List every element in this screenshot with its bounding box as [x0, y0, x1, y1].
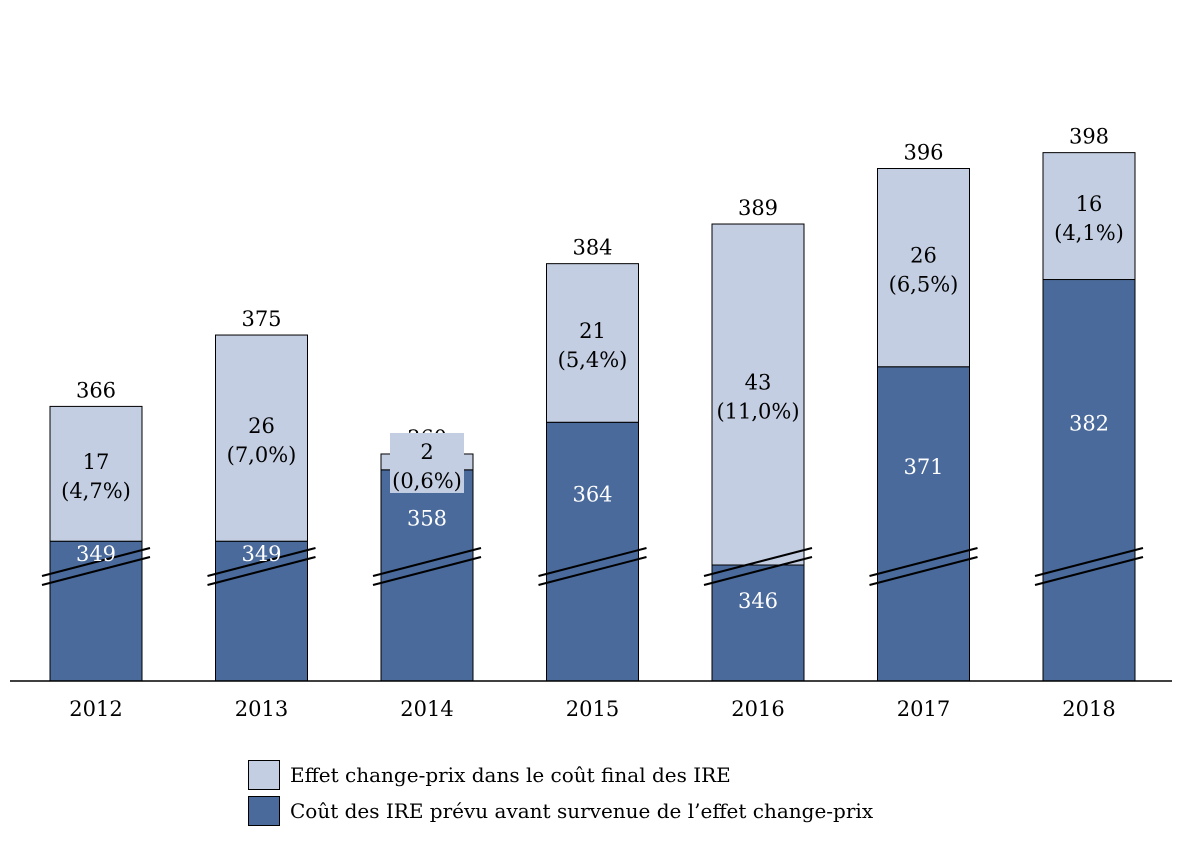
- bar-base-2016: [711, 564, 805, 682]
- base-value-label-2016: 346: [738, 589, 778, 613]
- bar-effet-2016: [711, 223, 805, 566]
- x-tick-label-2015: 2015: [566, 697, 619, 721]
- total-label-2018: 398: [1069, 125, 1109, 149]
- effet-pct-label-2015: (5,4%): [558, 348, 628, 372]
- effet-value-label-2013: 26: [248, 414, 275, 438]
- legend-label-cout: Coût des IRE prévu avant survenue de l’e…: [290, 799, 874, 823]
- effet-value-label-2017: 26: [910, 244, 937, 268]
- legend-item-cout: Coût des IRE prévu avant survenue de l’e…: [248, 796, 873, 826]
- x-tick-label-2016: 2016: [731, 697, 784, 721]
- axis-break-2012: [41, 547, 151, 586]
- effet-pct-label-2013: (7,0%): [227, 443, 297, 467]
- total-label-2015: 384: [572, 236, 612, 260]
- bar-base-2013: [215, 540, 308, 682]
- axis-break-2014: [372, 547, 482, 586]
- effet-pct-label-2018: (4,1%): [1054, 221, 1124, 245]
- stacked-bar-chart: 36617(4,7%)349201237526(7,0%)34920133602…: [10, 125, 1172, 721]
- base-value-label-2014: 358: [407, 506, 447, 530]
- x-tick-label-2012: 2012: [69, 697, 122, 721]
- labels-layer: 36617(4,7%)349201237526(7,0%)34920133602…: [61, 125, 1124, 721]
- axis-break-2015: [538, 547, 647, 586]
- effet-pct-label-2012: (4,7%): [61, 479, 131, 503]
- bar-effet-2015: [546, 263, 639, 423]
- total-label-2017: 396: [903, 141, 943, 165]
- bar-base-2012: [49, 540, 143, 682]
- legend-label-effet: Effet change-prix dans le coût final des…: [290, 763, 731, 787]
- total-label-2016: 389: [738, 196, 778, 220]
- axis-break-2013: [207, 547, 316, 586]
- effet-pct-label-2017: (6,5%): [889, 273, 959, 297]
- total-label-2012: 366: [76, 378, 116, 402]
- bar-base-2015: [546, 421, 639, 682]
- bar-effet-2013: [215, 334, 308, 542]
- base-value-label-2015: 364: [572, 483, 612, 507]
- bars-layer: [41, 152, 1144, 682]
- effet-pct-label-2014: (0,6%): [392, 469, 462, 493]
- legend-item-effet: Effet change-prix dans le coût final des…: [248, 760, 873, 790]
- x-tick-label-2017: 2017: [897, 697, 950, 721]
- legend-swatch-effet: [248, 760, 280, 790]
- bar-effet-2018: [1042, 152, 1136, 281]
- effet-value-label-2015: 21: [579, 319, 606, 343]
- bar-base-2018: [1042, 279, 1136, 682]
- x-tick-label-2014: 2014: [400, 697, 453, 721]
- effet-value-label-2018: 16: [1076, 192, 1103, 216]
- axis-break-2016: [703, 547, 813, 586]
- base-value-label-2013: 349: [241, 542, 281, 566]
- base-value-label-2012: 349: [76, 542, 116, 566]
- total-label-2013: 375: [241, 307, 281, 331]
- effet-label-bg-2014: [390, 432, 464, 493]
- bar-base-2014: [380, 469, 474, 682]
- legend-swatch-cout: [248, 796, 280, 826]
- legend: Effet change-prix dans le coût final des…: [248, 760, 873, 832]
- axis-break-2018: [1034, 547, 1144, 586]
- base-value-label-2017: 371: [903, 455, 943, 479]
- axis-break-2017: [869, 547, 978, 586]
- bar-effet-2017: [877, 168, 970, 368]
- effet-value-label-2016: 43: [745, 371, 772, 395]
- bar-base-2017: [877, 366, 970, 682]
- bar-effet-2012: [49, 405, 143, 542]
- base-value-label-2018: 382: [1069, 411, 1109, 435]
- effet-value-label-2014: 2: [420, 440, 433, 464]
- x-tick-label-2018: 2018: [1062, 697, 1115, 721]
- x-tick-label-2013: 2013: [235, 697, 288, 721]
- effet-pct-label-2016: (11,0%): [716, 400, 799, 424]
- effet-value-label-2012: 17: [83, 450, 110, 474]
